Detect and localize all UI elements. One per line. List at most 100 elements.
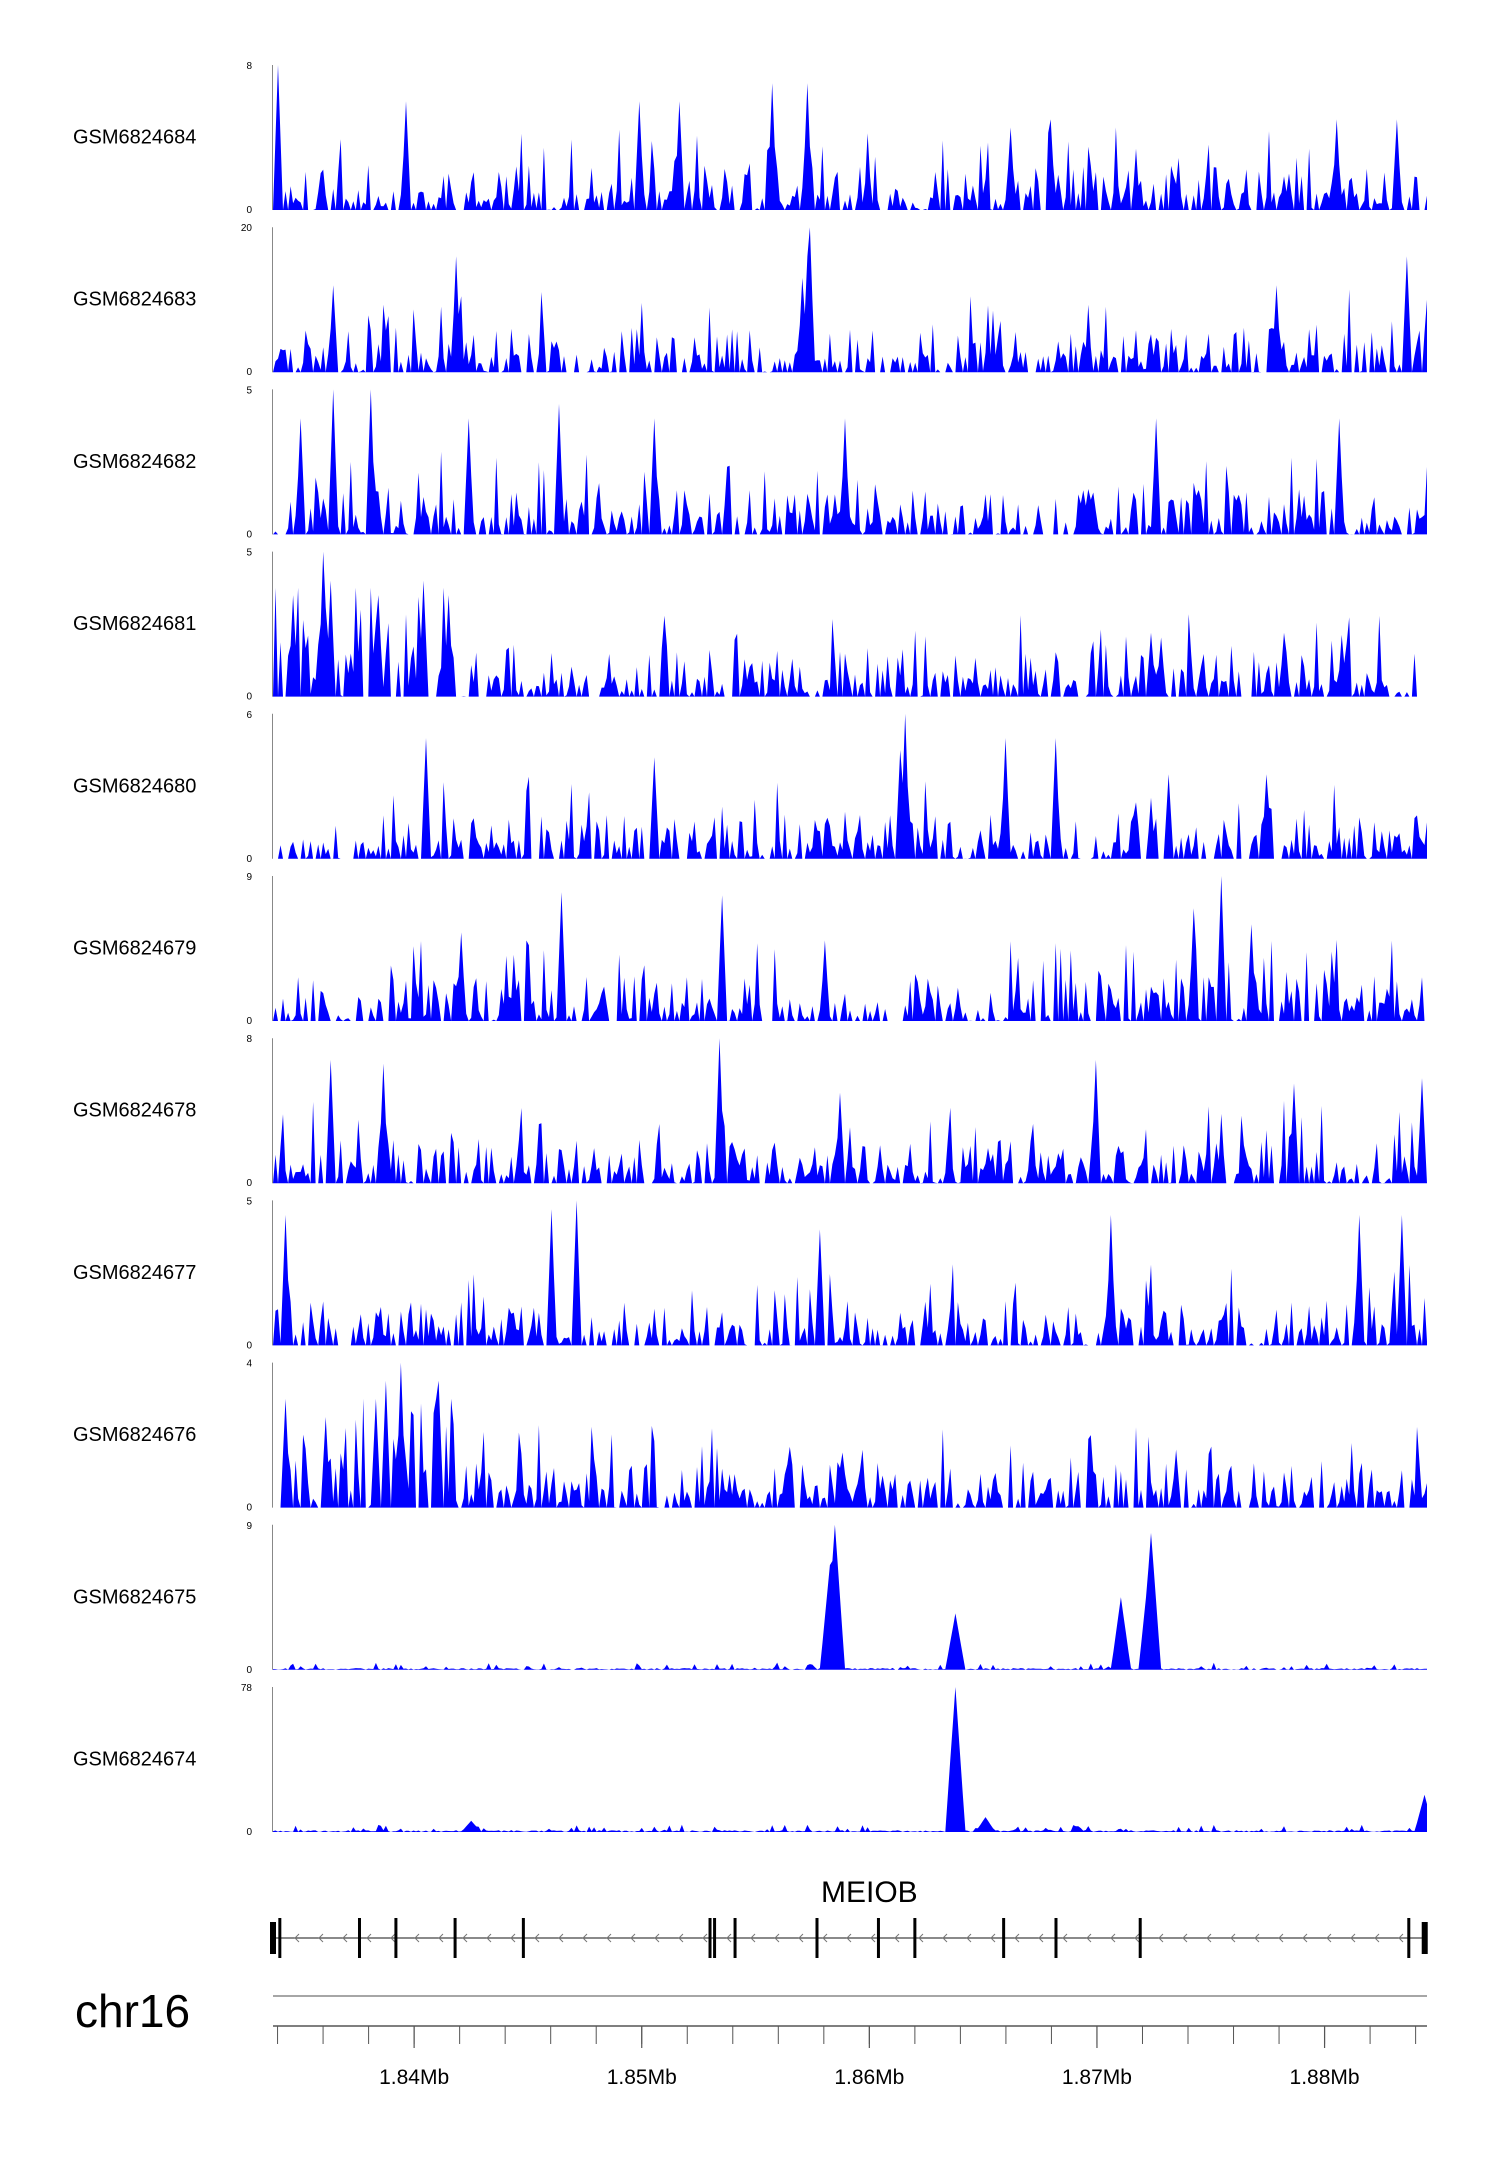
coverage-area	[273, 876, 1427, 1021]
track-name-label: GSM6824683	[73, 289, 196, 311]
strand-arrow	[1134, 1933, 1140, 1943]
gene-exon	[1054, 1918, 1058, 1958]
strand-arrow	[990, 1933, 996, 1943]
gene-exon	[521, 1918, 525, 1958]
strand-arrow	[894, 1933, 900, 1943]
strand-arrow	[1374, 1933, 1380, 1943]
strand-arrow	[1350, 1933, 1356, 1943]
track-ymax-label: 5	[246, 385, 252, 396]
axis-tick-label: 1.87Mb	[1062, 2066, 1132, 2089]
track-ymax-label: 8	[246, 61, 252, 72]
track-name-label: GSM6824677	[73, 1262, 196, 1284]
coverage-area	[273, 1362, 1427, 1508]
strand-arrow	[966, 1933, 972, 1943]
gene-exon	[733, 1918, 737, 1958]
strand-arrow	[678, 1933, 684, 1943]
track-GSM6824683: 20 0 GSM6824683	[73, 223, 1427, 378]
gene-exon	[1138, 1918, 1142, 1958]
strand-arrow	[726, 1933, 732, 1943]
track-ymin-label: 0	[246, 529, 252, 540]
axis-tick-label: 1.88Mb	[1290, 2066, 1360, 2089]
strand-arrow	[390, 1933, 396, 1943]
track-ymin-label: 0	[246, 367, 252, 378]
coverage-area	[273, 389, 1427, 535]
gene-exon	[708, 1918, 712, 1958]
strand-arrow	[534, 1933, 540, 1943]
track-ymin-label: 0	[246, 692, 252, 703]
strand-arrow	[918, 1933, 924, 1943]
track-ymin-label: 0	[246, 1827, 252, 1838]
strand-arrow	[438, 1933, 444, 1943]
track-GSM6824675: 9 0 GSM6824675	[73, 1521, 1427, 1676]
gene-exon	[1421, 1922, 1428, 1954]
strand-arrow	[342, 1933, 348, 1943]
strand-arrow	[1278, 1933, 1284, 1943]
track-GSM6824676: 4 0 GSM6824676	[73, 1359, 1427, 1514]
coverage-area	[273, 1038, 1427, 1184]
strand-arrow	[702, 1933, 708, 1943]
strand-arrow	[654, 1933, 660, 1943]
gene-exon	[394, 1918, 398, 1958]
gene-exon	[913, 1918, 917, 1958]
coverage-area	[273, 713, 1427, 859]
chromosome-label: chr16	[75, 1985, 190, 2037]
track-GSM6824680: 6 0 GSM6824680	[73, 710, 1427, 865]
strand-arrow	[1302, 1933, 1308, 1943]
track-ymin-label: 0	[246, 1665, 252, 1676]
track-ymin-label: 0	[246, 205, 252, 216]
track-ymin-label: 0	[246, 1340, 252, 1351]
coverage-tracks: 8 0 GSM6824684 20 0 GSM6824683 5 0 GSM6824682 5 0 G…	[73, 61, 1427, 1838]
axis-tick-label: 1.86Mb	[834, 2066, 904, 2089]
strand-arrow	[1014, 1933, 1020, 1943]
strand-arrow	[1254, 1933, 1260, 1943]
gene-exon	[270, 1922, 276, 1954]
strand-arrow	[606, 1933, 612, 1943]
strand-arrow	[1182, 1933, 1188, 1943]
gene-exon	[815, 1918, 819, 1958]
track-ymax-label: 9	[246, 872, 252, 883]
strand-arrow	[510, 1933, 516, 1943]
track-name-label: GSM6824682	[73, 451, 196, 473]
strand-arrow	[846, 1933, 852, 1943]
track-GSM6824684: 8 0 GSM6824684	[73, 61, 1427, 216]
gene-annotation-track: MEIOB	[270, 1876, 1428, 1958]
strand-arrow	[1110, 1933, 1116, 1943]
gene-exon	[713, 1918, 717, 1958]
track-name-label: GSM6824678	[73, 1100, 196, 1122]
track-ymax-label: 6	[246, 710, 252, 721]
strand-arrow	[486, 1933, 492, 1943]
gene-exon	[278, 1918, 282, 1958]
coverage-area	[273, 1524, 1427, 1670]
strand-arrow	[630, 1933, 636, 1943]
gene-name-label: MEIOB	[821, 1876, 918, 1909]
coverage-area	[273, 1200, 1427, 1346]
track-name-label: GSM6824684	[73, 127, 196, 149]
track-ymax-label: 20	[241, 223, 253, 234]
strand-arrow	[1206, 1933, 1212, 1943]
track-GSM6824677: 5 0 GSM6824677	[73, 1196, 1427, 1351]
strand-arrow	[1398, 1933, 1404, 1943]
strand-arrow	[774, 1933, 780, 1943]
track-GSM6824682: 5 0 GSM6824682	[73, 385, 1427, 540]
track-ymax-label: 5	[246, 1196, 252, 1207]
gene-exon	[1002, 1918, 1006, 1958]
track-ymax-label: 78	[241, 1683, 253, 1694]
strand-arrow	[798, 1933, 804, 1943]
strand-arrow	[822, 1933, 828, 1943]
strand-arrow	[318, 1933, 324, 1943]
strand-arrow	[366, 1933, 372, 1943]
strand-arrow	[750, 1933, 756, 1943]
track-ymax-label: 4	[246, 1359, 252, 1370]
axis-tick-label: 1.85Mb	[607, 2066, 677, 2089]
coverage-area	[273, 65, 1427, 210]
strand-arrow	[462, 1933, 468, 1943]
coverage-area	[273, 227, 1427, 373]
track-ymax-label: 5	[246, 548, 252, 559]
track-name-label: GSM6824679	[73, 938, 196, 960]
strand-arrow	[582, 1933, 588, 1943]
track-GSM6824678: 8 0 GSM6824678	[73, 1034, 1427, 1189]
track-ymin-label: 0	[246, 1503, 252, 1514]
strand-arrow	[414, 1933, 420, 1943]
track-name-label: GSM6824681	[73, 613, 196, 635]
strand-arrow	[294, 1933, 300, 1943]
